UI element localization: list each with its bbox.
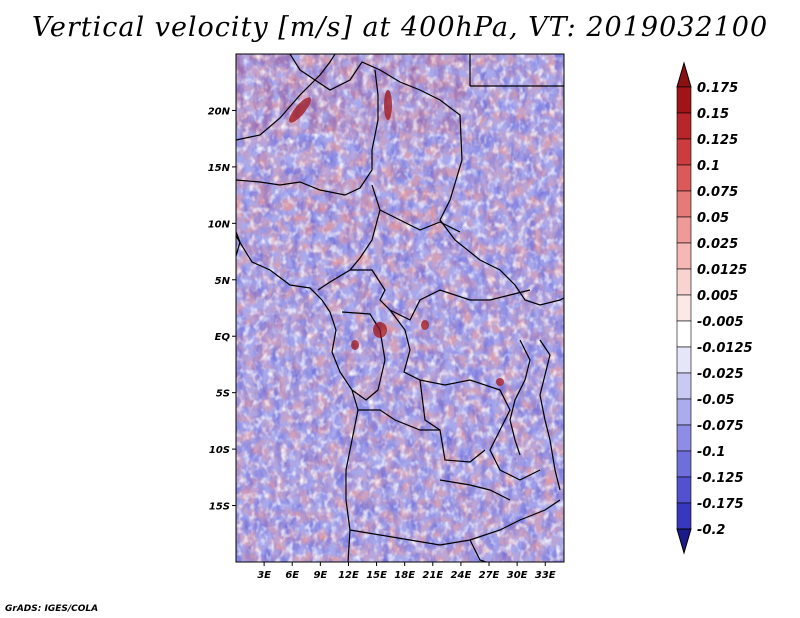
colorbar-segment xyxy=(676,294,692,322)
colorbar-label: -0.125 xyxy=(697,471,744,486)
colorbar-label: -0.175 xyxy=(697,497,744,512)
colorbar: 0.175 0.15 0.125 0.1 0.075 0.05 0.025 0.0125 0.0… xyxy=(676,61,753,555)
colorbar-max-arrow xyxy=(676,61,692,88)
colorbar-label: 0.175 xyxy=(697,81,738,96)
lon-tick-label: 18E xyxy=(394,570,415,581)
lon-tick-label: 27E xyxy=(479,570,500,581)
lat-tick-label: EQ xyxy=(215,332,231,343)
colorbar-label: -0.075 xyxy=(697,419,744,434)
colorbar-segment xyxy=(676,112,692,140)
lat-tick-label: 20N xyxy=(208,106,231,117)
colorbar-label: 0.005 xyxy=(697,289,738,304)
lat-tick-label: 15N xyxy=(208,163,231,174)
lat-tick-label: 10S xyxy=(209,445,230,456)
colorbar-segment xyxy=(676,216,692,244)
colorbar-segment xyxy=(676,450,692,478)
lat-tick-label: 15S xyxy=(209,502,230,513)
colorbar-label: 0.1 xyxy=(697,159,720,174)
colorbar-segment xyxy=(676,320,692,348)
colorbar-label: 0.05 xyxy=(697,211,729,226)
velocity-field xyxy=(236,54,564,562)
country-borders xyxy=(236,54,564,562)
lon-tick-label: 12E xyxy=(338,570,359,581)
lon-tick-label: 9E xyxy=(313,570,327,581)
colorbar-segment xyxy=(676,86,692,114)
colorbar-segment xyxy=(676,164,692,192)
colorbar-segment xyxy=(676,476,692,504)
lon-tick-label: 6E xyxy=(285,570,299,581)
latitude-axis: 20N 15N 10N 5N EQ 5S 10S 15S xyxy=(208,106,236,513)
colorbar-label: 0.075 xyxy=(697,185,738,200)
lat-tick-label: 10N xyxy=(208,219,231,230)
colorbar-segment xyxy=(676,346,692,374)
colorbar-min-arrow xyxy=(676,528,692,555)
chart-title: Vertical velocity [m/s] at 400hPa, VT: 2… xyxy=(31,12,769,43)
colorbar-segment xyxy=(676,190,692,218)
colorbar-label: 0.025 xyxy=(697,237,738,252)
colorbar-label: -0.2 xyxy=(697,523,725,538)
lat-tick-label: 5N xyxy=(215,276,231,287)
lon-tick-label: 33E xyxy=(535,570,556,581)
colorbar-segment xyxy=(676,502,692,530)
colorbar-label: -0.05 xyxy=(697,393,734,408)
colorbar-label: -0.005 xyxy=(697,315,744,330)
colorbar-label: -0.1 xyxy=(697,445,725,460)
colorbar-segment xyxy=(676,398,692,426)
colorbar-segment xyxy=(676,138,692,166)
map-frame xyxy=(235,53,565,563)
footer-credit: GrADS: IGES/COLA xyxy=(5,604,99,614)
colorbar-segment xyxy=(676,424,692,452)
lon-tick-label: 30E xyxy=(507,570,528,581)
lon-tick-label: 15E xyxy=(366,570,387,581)
hotspots xyxy=(289,90,504,386)
colorbar-segment xyxy=(676,372,692,400)
colorbar-label: -0.025 xyxy=(697,367,744,382)
colorbar-label: 0.0125 xyxy=(697,263,747,278)
lon-tick-label: 3E xyxy=(257,570,271,581)
lon-tick-label: 24E xyxy=(451,570,472,581)
colorbar-segment xyxy=(676,268,692,296)
colorbar-label: -0.0125 xyxy=(697,341,753,356)
lat-tick-label: 5S xyxy=(216,389,230,400)
lon-tick-label: 21E xyxy=(422,570,443,581)
colorbar-label: 0.15 xyxy=(697,107,729,122)
colorbar-segment xyxy=(676,242,692,270)
longitude-axis: 3E 6E 9E 12E 15E 18E 21E 24E 27E 30E 33E xyxy=(257,562,556,581)
colorbar-label: 0.125 xyxy=(697,133,738,148)
